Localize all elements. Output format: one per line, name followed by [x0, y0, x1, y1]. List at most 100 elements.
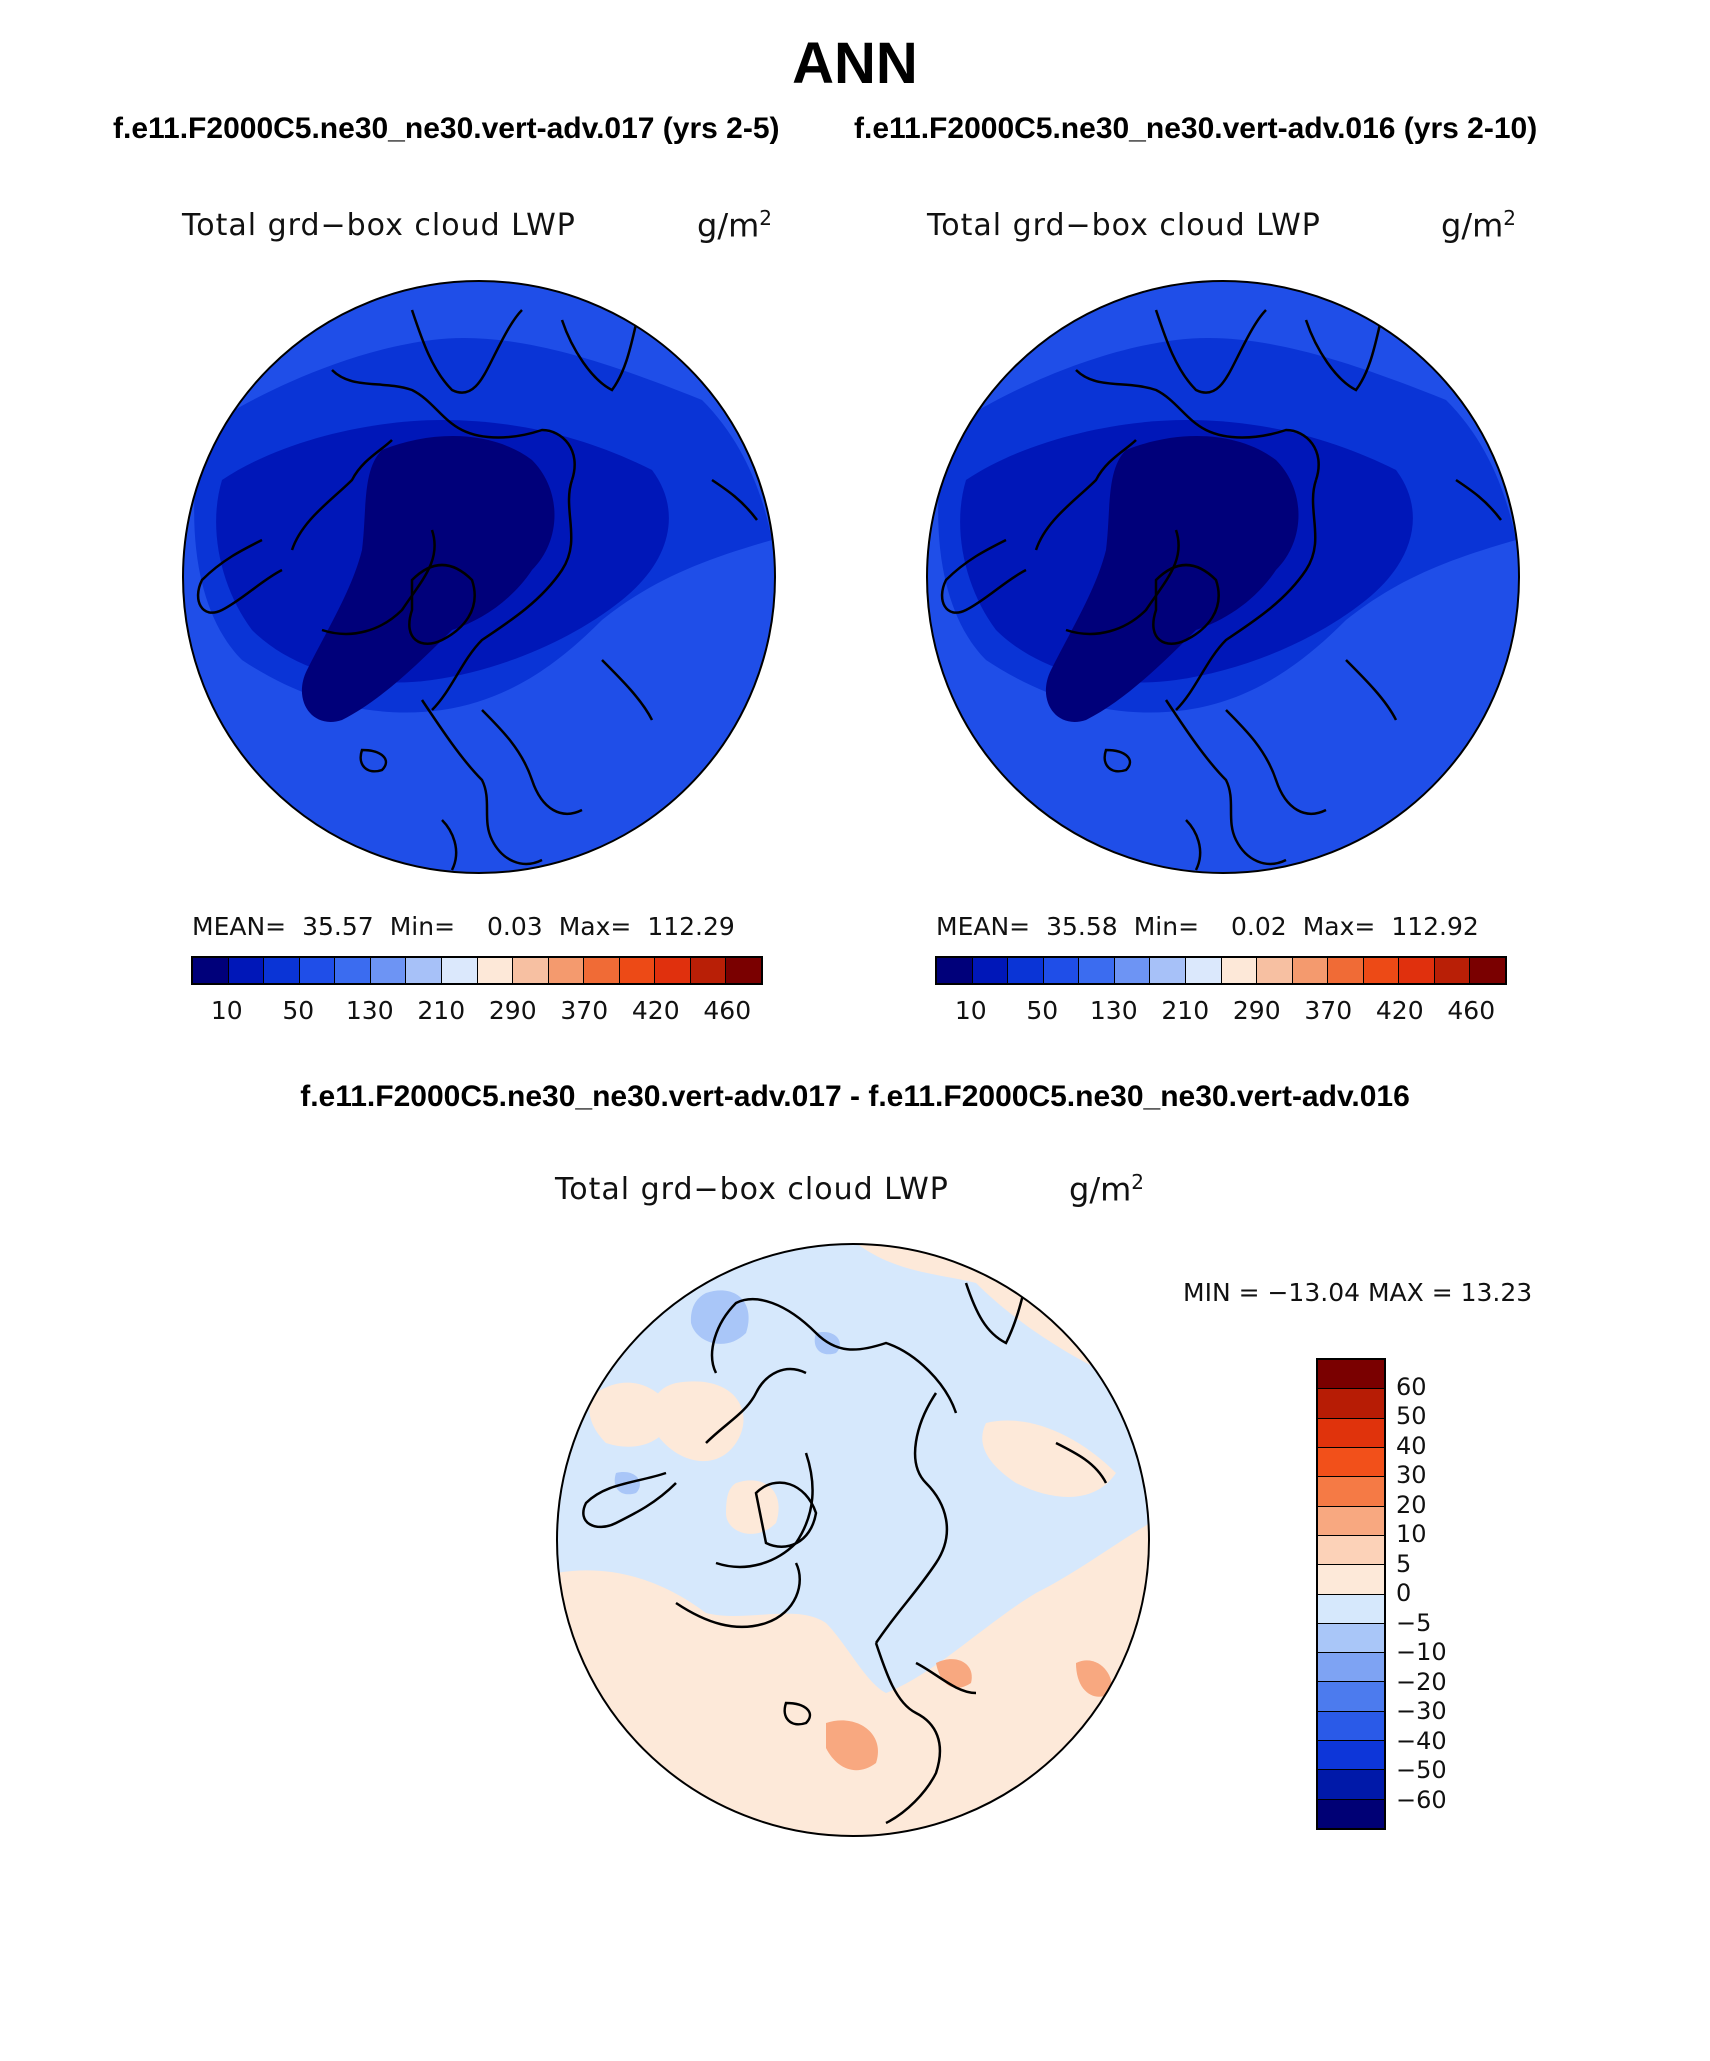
diff-colorbar-ticks: 60 50 40 30 20 10 5 0 −5 −10 −20 −30 −40 −50 −60: [1396, 1358, 1496, 1830]
colorbar-swatch: [193, 958, 229, 983]
colorbar-tick-label: 290: [488, 996, 537, 1025]
colorbar-swatch: [477, 958, 514, 983]
diff-strong-positive-region: [826, 1720, 878, 1771]
map-boundary: [182, 280, 776, 874]
diff-negative-region: [690, 1290, 749, 1344]
colorbar-swatch: [264, 958, 300, 983]
diff-strong-positive-region: [1076, 1660, 1112, 1697]
colorbar-tick-label: −5: [1396, 1608, 1432, 1637]
diff-positive-region: [652, 1381, 744, 1462]
colorbar-swatch: [406, 958, 442, 983]
right-colorbar-ticks: 10 50 130 210 290 370 420 460: [935, 996, 1507, 1026]
colorbar-tick-label: 5: [1396, 1549, 1412, 1578]
colorbar-swatch: [1257, 958, 1293, 983]
colorbar-tick-label: 10: [1396, 1520, 1427, 1548]
colorbar-swatch: [726, 958, 761, 983]
coastlines: [582, 1282, 1108, 1825]
colorbar-tick-label: 20: [1396, 1490, 1427, 1519]
colorbar-tick-label: 370: [1304, 996, 1353, 1025]
colorbar-swatch: [1318, 1594, 1384, 1624]
colorbar-swatch: [1114, 958, 1151, 983]
colorbar-swatch: [1079, 958, 1115, 983]
left-units-label: g/m2: [697, 206, 772, 245]
coastlines: [196, 309, 758, 871]
colorbar-swatch: [1318, 1477, 1384, 1507]
colorbar-swatch: [1185, 958, 1222, 983]
lwp-core-region: [1045, 436, 1299, 722]
colorbar-swatch: [972, 958, 1009, 983]
diff-min-max: MIN = −13.04 MAX = 13.23: [1183, 1278, 1533, 1307]
diff-positive-region: [589, 1633, 625, 1694]
colorbar-swatch: [1434, 958, 1471, 983]
right-colorbar: [935, 956, 1507, 985]
colorbar-tick-label: 130: [345, 996, 394, 1025]
colorbar-swatch: [690, 958, 727, 983]
colorbar-tick-label: −40: [1396, 1726, 1447, 1755]
diff-positive-region: [726, 1480, 779, 1534]
map-boundary: [926, 280, 1520, 874]
lwp-core-region: [301, 436, 555, 722]
colorbar-tick-label: 460: [1447, 996, 1496, 1025]
colorbar-swatch: [299, 958, 336, 983]
colorbar-swatch: [1008, 958, 1044, 983]
colorbar-swatch: [1318, 1535, 1384, 1566]
page-title: ANN: [792, 31, 918, 96]
colorbar-tick-label: −60: [1396, 1785, 1447, 1814]
diff-polar-map: [556, 1243, 1150, 1837]
colorbar-swatch: [937, 958, 973, 983]
colorbar-tick-label: −10: [1396, 1638, 1447, 1666]
map-boundary: [556, 1243, 1150, 1837]
colorbar-swatch: [1318, 1653, 1384, 1683]
diff-positive-region: [557, 1523, 1149, 1836]
left-colorbar-ticks: 10 50 130 210 290 370 420 460: [191, 996, 763, 1026]
colorbar-swatch: [1318, 1711, 1384, 1742]
colorbar-tick-label: 60: [1396, 1372, 1427, 1401]
diff-positive-region: [589, 1382, 676, 1447]
colorbar-swatch: [1318, 1770, 1384, 1800]
colorbar-tick-label: 130: [1089, 996, 1138, 1025]
colorbar-tick-label: −20: [1396, 1667, 1447, 1696]
diff-variable-label: Total grd−box cloud LWP: [555, 1172, 949, 1207]
colorbar-tick-label: 210: [1161, 996, 1210, 1025]
colorbar-swatch: [655, 958, 691, 983]
colorbar-swatch: [1328, 958, 1364, 983]
colorbar-swatch: [584, 958, 620, 983]
colorbar-tick-label: 210: [417, 996, 466, 1025]
diff-positive-region: [982, 1420, 1116, 1497]
right-stats: MEAN= 35.58 Min= 0.02 Max= 112.92: [936, 912, 1479, 941]
left-case-title: f.e11.F2000C5.ne30_ne30.vert-adv.017 (yr…: [113, 112, 780, 145]
colorbar-tick-label: 30: [1396, 1461, 1427, 1489]
diff-units-label: g/m2: [1069, 1170, 1144, 1209]
colorbar-swatch: [1318, 1360, 1384, 1390]
colorbar-swatch: [1318, 1418, 1384, 1448]
colorbar-swatch: [335, 958, 371, 983]
colorbar-swatch: [619, 958, 656, 983]
colorbar-swatch: [1292, 958, 1329, 983]
colorbar-swatch: [1318, 1447, 1384, 1478]
colorbar-tick-label: 10: [954, 996, 987, 1025]
colorbar-tick-label: 420: [631, 996, 680, 1025]
left-colorbar: [191, 956, 763, 985]
colorbar-tick-label: 420: [1375, 996, 1424, 1025]
colorbar-swatch: [1363, 958, 1400, 983]
colorbar-tick-label: 50: [1026, 996, 1059, 1025]
coastlines: [940, 309, 1502, 871]
diff-colorbar: [1316, 1358, 1386, 1830]
colorbar-swatch: [441, 958, 478, 983]
colorbar-swatch: [1150, 958, 1186, 983]
right-variable-label: Total grd−box cloud LWP: [927, 208, 1321, 243]
colorbar-tick-label: 50: [282, 996, 315, 1025]
left-polar-map: [182, 280, 776, 874]
colorbar-tick-label: 370: [560, 996, 609, 1025]
colorbar-swatch: [1318, 1741, 1384, 1771]
colorbar-tick-label: −30: [1396, 1697, 1447, 1725]
right-polar-map: [926, 280, 1520, 874]
colorbar-tick-label: 460: [703, 996, 752, 1025]
left-stats: MEAN= 35.57 Min= 0.03 Max= 112.29: [192, 912, 735, 941]
colorbar-swatch: [1221, 958, 1258, 983]
colorbar-swatch: [1318, 1682, 1384, 1712]
right-case-title: f.e11.F2000C5.ne30_ne30.vert-adv.016 (yr…: [854, 112, 1538, 145]
colorbar-tick-label: −50: [1396, 1756, 1447, 1784]
colorbar-swatch: [1470, 958, 1505, 983]
colorbar-swatch: [370, 958, 407, 983]
